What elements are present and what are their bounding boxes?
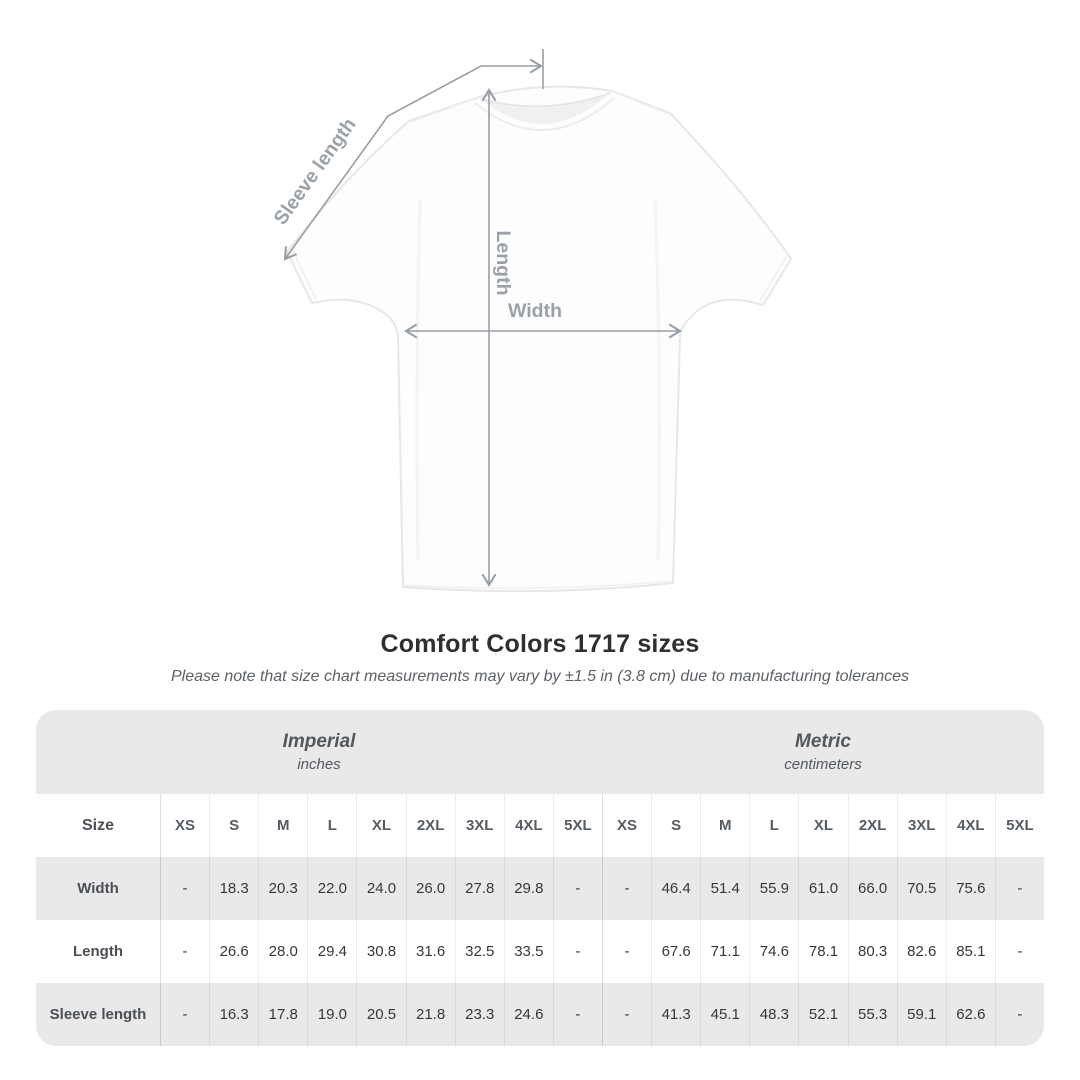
imperial-value: 23.3 <box>454 983 504 1046</box>
imperial-unit-group: Imperial inches <box>36 710 602 794</box>
metric-value: 48.3 <box>749 983 799 1046</box>
metric-value: - <box>601 920 651 983</box>
imperial-value: 22.0 <box>307 857 357 920</box>
metric-value: - <box>994 983 1044 1046</box>
imperial-value: 30.8 <box>356 920 405 983</box>
metric-value: 67.6 <box>651 920 700 983</box>
imperial-size-header: 3XL <box>454 794 504 857</box>
imperial-value: 17.8 <box>258 983 308 1046</box>
length-label: Length <box>492 231 514 296</box>
imperial-value: 32.5 <box>454 920 504 983</box>
size-grid: Size XS S M L XL 2XL 3XL 4XL 5XL XS S M L XL 2XL 3XL 4XL 5… <box>36 794 1044 1046</box>
imperial-value: 29.4 <box>307 920 356 983</box>
metric-size-header: 2XL <box>847 794 897 857</box>
metric-unit-label: centimeters <box>784 756 862 773</box>
metric-size-header: M <box>700 794 749 857</box>
metric-value: 85.1 <box>945 920 995 983</box>
metric-value: 71.1 <box>700 920 749 983</box>
imperial-value: 19.0 <box>307 983 357 1046</box>
imperial-size-header: 5XL <box>552 794 602 857</box>
row-label: Sleeve length <box>36 983 160 1046</box>
imperial-value: 21.8 <box>405 983 455 1046</box>
sleeve-length-arrow <box>283 58 543 261</box>
imperial-value: 18.3 <box>209 857 259 920</box>
imperial-value: 20.5 <box>356 983 406 1046</box>
tolerance-note: Please note that size chart measurements… <box>170 668 910 685</box>
metric-value: 80.3 <box>847 920 897 983</box>
page-title: Comfort Colors 1717 sizes <box>380 630 700 658</box>
metric-value: 59.1 <box>896 983 946 1046</box>
imperial-label: Imperial <box>282 731 356 752</box>
row-label: Width <box>36 857 160 920</box>
tshirt-illustration <box>286 85 792 593</box>
metric-size-header: 5XL <box>994 794 1044 857</box>
metric-value: 82.6 <box>896 920 946 983</box>
imperial-value: 16.3 <box>209 983 259 1046</box>
imperial-value: - <box>552 983 602 1046</box>
imperial-size-header: 4XL <box>503 794 553 857</box>
metric-size-header: 4XL <box>945 794 995 857</box>
metric-value: 74.6 <box>749 920 798 983</box>
size-table: Imperial inches Metric centimeters Size X… <box>36 710 1044 1046</box>
metric-size-header: S <box>651 794 700 857</box>
metric-value: - <box>601 857 652 920</box>
metric-unit-group: Metric centimeters <box>602 710 1044 794</box>
imperial-size-header: M <box>258 794 307 857</box>
metric-size-header: XS <box>601 794 651 857</box>
imperial-value: 31.6 <box>405 920 455 983</box>
imperial-size-header: L <box>307 794 356 857</box>
imperial-unit-label: inches <box>297 756 341 773</box>
metric-value: 52.1 <box>798 983 848 1046</box>
metric-value: - <box>994 920 1044 983</box>
imperial-value: - <box>160 857 210 920</box>
metric-value: 62.6 <box>945 983 995 1046</box>
imperial-value: 20.3 <box>258 857 308 920</box>
imperial-size-header: S <box>209 794 258 857</box>
imperial-size-header: 2XL <box>405 794 455 857</box>
metric-value: - <box>994 857 1044 920</box>
metric-value: 41.3 <box>651 983 701 1046</box>
imperial-value: 33.5 <box>503 920 553 983</box>
imperial-value: 27.8 <box>454 857 504 920</box>
imperial-size-header: XL <box>356 794 405 857</box>
metric-value: 51.4 <box>700 857 750 920</box>
width-label: Width <box>508 300 562 322</box>
metric-label: Metric <box>795 731 851 752</box>
imperial-value: 28.0 <box>258 920 307 983</box>
imperial-size-header: XS <box>160 794 209 857</box>
size-column-header: Size <box>81 816 114 834</box>
metric-value: 70.5 <box>896 857 946 920</box>
imperial-value: 29.8 <box>503 857 553 920</box>
metric-value: 55.3 <box>847 983 897 1046</box>
imperial-value: - <box>552 920 602 983</box>
metric-value: 78.1 <box>798 920 847 983</box>
metric-value: 45.1 <box>700 983 750 1046</box>
metric-value: 46.4 <box>651 857 701 920</box>
imperial-value: 26.0 <box>405 857 455 920</box>
metric-value: - <box>601 983 652 1046</box>
metric-size-header: L <box>749 794 798 857</box>
shirt-measurement-diagram: Sleeve length Length Width <box>270 49 792 593</box>
imperial-value: 24.0 <box>356 857 406 920</box>
row-label: Length <box>73 943 123 960</box>
metric-size-header: 3XL <box>896 794 946 857</box>
unit-header-band: Imperial inches Metric centimeters <box>36 710 1044 794</box>
imperial-value: - <box>160 920 209 983</box>
measurement-lines <box>283 49 682 587</box>
imperial-value: - <box>552 857 602 920</box>
metric-value: 61.0 <box>798 857 848 920</box>
imperial-value: 26.6 <box>209 920 258 983</box>
imperial-value: - <box>160 983 210 1046</box>
metric-value: 66.0 <box>847 857 897 920</box>
metric-size-header: XL <box>798 794 847 857</box>
metric-value: 55.9 <box>749 857 799 920</box>
imperial-value: 24.6 <box>503 983 553 1046</box>
heading: Comfort Colors 1717 sizes Please note th… <box>0 630 1080 686</box>
metric-value: 75.6 <box>945 857 995 920</box>
